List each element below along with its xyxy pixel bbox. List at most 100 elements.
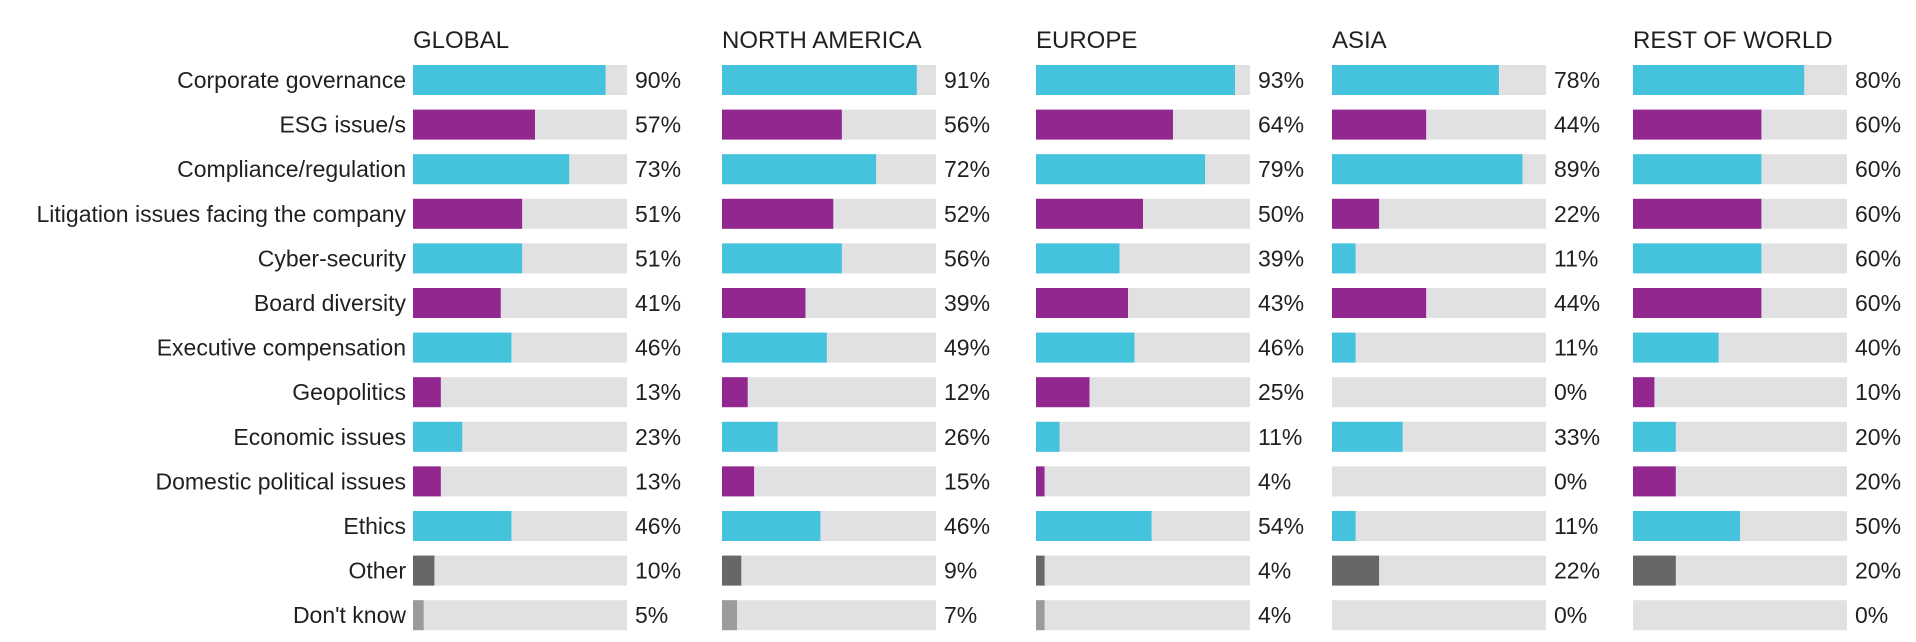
bar-track-rest-of-world-geopolitics: [1633, 377, 1847, 408]
bar-track-asia-cyber-security: [1332, 243, 1546, 274]
value-label-north-america-litigation-issues-facing-the-company: 52%: [944, 201, 990, 227]
bar-track-europe-domestic-political-issues: [1036, 466, 1250, 497]
bar-rest-of-world-cyber-security: [1633, 243, 1762, 274]
bar-north-america-geopolitics: [722, 377, 748, 408]
panel-europe: EUROPE 93% 64% 79% 50% 39% 43% 46% 25% 11% 4% 54% 4%…: [1036, 27, 1304, 631]
value-label-global-economic-issues: 23%: [635, 424, 681, 450]
category-label-domestic-political-issues: Domestic political issues: [155, 468, 406, 494]
bar-track-europe-other: [1036, 555, 1250, 586]
value-label-global-compliance-regulation: 73%: [635, 156, 681, 182]
value-label-rest-of-world-other: 20%: [1855, 558, 1901, 584]
value-label-asia-cyber-security: 11%: [1554, 245, 1598, 271]
bar-europe-geopolitics: [1036, 377, 1090, 408]
value-label-rest-of-world-executive-compensation: 40%: [1855, 335, 1901, 361]
value-label-north-america-board-diversity: 39%: [944, 290, 990, 316]
value-label-europe-esg-issue-s: 64%: [1258, 112, 1304, 138]
bar-europe-don-t-know: [1036, 600, 1045, 631]
category-label-esg-issue-s: ESG issue/s: [279, 112, 406, 138]
value-label-asia-economic-issues: 33%: [1554, 424, 1600, 450]
bar-global-domestic-political-issues: [413, 466, 441, 497]
value-label-asia-corporate-governance: 78%: [1554, 67, 1600, 93]
category-label-litigation-issues-facing-the-company: Litigation issues facing the company: [37, 201, 407, 227]
bar-track-north-america-domestic-political-issues: [722, 466, 936, 497]
category-label-executive-compensation: Executive compensation: [157, 335, 406, 361]
category-label-board-diversity: Board diversity: [254, 290, 407, 316]
bar-track-north-america-other: [722, 555, 936, 586]
bar-track-asia-domestic-political-issues: [1332, 466, 1546, 497]
value-label-asia-litigation-issues-facing-the-company: 22%: [1554, 201, 1600, 227]
bar-track-asia-don-t-know: [1332, 600, 1546, 631]
bar-track-global-domestic-political-issues: [413, 466, 627, 497]
bar-north-america-compliance-regulation: [722, 154, 877, 185]
bar-north-america-ethics: [722, 511, 821, 541]
category-label-compliance-regulation: Compliance/regulation: [177, 156, 406, 182]
value-label-global-cyber-security: 51%: [635, 245, 681, 271]
bar-asia-board-diversity: [1332, 288, 1427, 318]
bar-rest-of-world-litigation-issues-facing-the-company: [1633, 198, 1762, 229]
panel-asia: ASIA 78% 44% 89% 22% 11% 44% 11% 0% 33% 0% 11% 22% 0%: [1332, 27, 1600, 631]
value-label-europe-ethics: 54%: [1258, 513, 1304, 539]
bar-global-ethics: [413, 511, 512, 541]
value-label-europe-economic-issues: 11%: [1258, 424, 1302, 450]
bar-global-esg-issue-s: [413, 109, 535, 140]
value-label-north-america-domestic-political-issues: 15%: [944, 468, 990, 494]
value-label-global-litigation-issues-facing-the-company: 51%: [635, 201, 681, 227]
panel-title-global: GLOBAL: [413, 27, 509, 54]
value-label-asia-other: 22%: [1554, 558, 1600, 584]
value-label-europe-cyber-security: 39%: [1258, 245, 1304, 271]
bar-rest-of-world-economic-issues: [1633, 421, 1676, 452]
bar-asia-executive-compensation: [1332, 332, 1356, 363]
value-label-global-executive-compensation: 46%: [635, 335, 681, 361]
bar-north-america-esg-issue-s: [722, 109, 842, 140]
value-label-north-america-corporate-governance: 91%: [944, 67, 990, 93]
value-label-europe-domestic-political-issues: 4%: [1258, 468, 1291, 494]
bar-track-global-other: [413, 555, 627, 586]
panel-rest-of-world: REST OF WORLD 80% 60% 60% 60% 60% 60% 40% 10% 20%…: [1633, 27, 1901, 631]
bar-global-compliance-regulation: [413, 154, 570, 185]
bar-europe-corporate-governance: [1036, 65, 1236, 95]
bar-global-board-diversity: [413, 288, 501, 318]
value-label-north-america-compliance-regulation: 72%: [944, 156, 990, 182]
bar-north-america-don-t-know: [722, 600, 737, 631]
bar-asia-ethics: [1332, 511, 1356, 541]
value-label-rest-of-world-esg-issue-s: 60%: [1855, 112, 1901, 138]
value-label-asia-don-t-know: 0%: [1554, 602, 1587, 628]
bar-rest-of-world-geopolitics: [1633, 377, 1655, 408]
category-label-corporate-governance: Corporate governance: [177, 67, 406, 93]
bar-track-asia-executive-compensation: [1332, 332, 1546, 363]
value-label-rest-of-world-geopolitics: 10%: [1855, 379, 1901, 405]
value-label-europe-executive-compensation: 46%: [1258, 335, 1304, 361]
value-label-north-america-don-t-know: 7%: [944, 602, 977, 628]
bar-north-america-litigation-issues-facing-the-company: [722, 198, 834, 229]
bar-rest-of-world-board-diversity: [1633, 288, 1762, 318]
value-label-europe-corporate-governance: 93%: [1258, 67, 1304, 93]
value-label-north-america-economic-issues: 26%: [944, 424, 990, 450]
bar-rest-of-world-other: [1633, 555, 1676, 586]
category-label-cyber-security: Cyber-security: [258, 245, 407, 271]
bar-global-cyber-security: [413, 243, 523, 274]
value-label-rest-of-world-domestic-political-issues: 20%: [1855, 468, 1901, 494]
bar-global-corporate-governance: [413, 65, 606, 95]
bar-rest-of-world-domestic-political-issues: [1633, 466, 1676, 497]
bar-track-north-america-don-t-know: [722, 600, 936, 631]
bar-track-global-don-t-know: [413, 600, 627, 631]
bar-rest-of-world-compliance-regulation: [1633, 154, 1762, 185]
bar-europe-domestic-political-issues: [1036, 466, 1045, 497]
bar-asia-economic-issues: [1332, 421, 1403, 452]
bar-track-asia-ethics: [1332, 511, 1546, 541]
value-label-global-ethics: 46%: [635, 513, 681, 539]
bar-north-america-economic-issues: [722, 421, 778, 452]
panel-title-north-america: NORTH AMERICA: [722, 27, 922, 54]
bar-north-america-board-diversity: [722, 288, 806, 318]
bar-europe-compliance-regulation: [1036, 154, 1206, 185]
value-label-asia-geopolitics: 0%: [1554, 379, 1587, 405]
bar-north-america-executive-compensation: [722, 332, 827, 363]
value-label-rest-of-world-board-diversity: 60%: [1855, 290, 1901, 316]
bar-rest-of-world-ethics: [1633, 511, 1740, 541]
value-label-north-america-esg-issue-s: 56%: [944, 112, 990, 138]
category-label-economic-issues: Economic issues: [233, 424, 406, 450]
bar-north-america-domestic-political-issues: [722, 466, 755, 497]
value-label-asia-esg-issue-s: 44%: [1554, 112, 1600, 138]
bar-europe-ethics: [1036, 511, 1152, 541]
